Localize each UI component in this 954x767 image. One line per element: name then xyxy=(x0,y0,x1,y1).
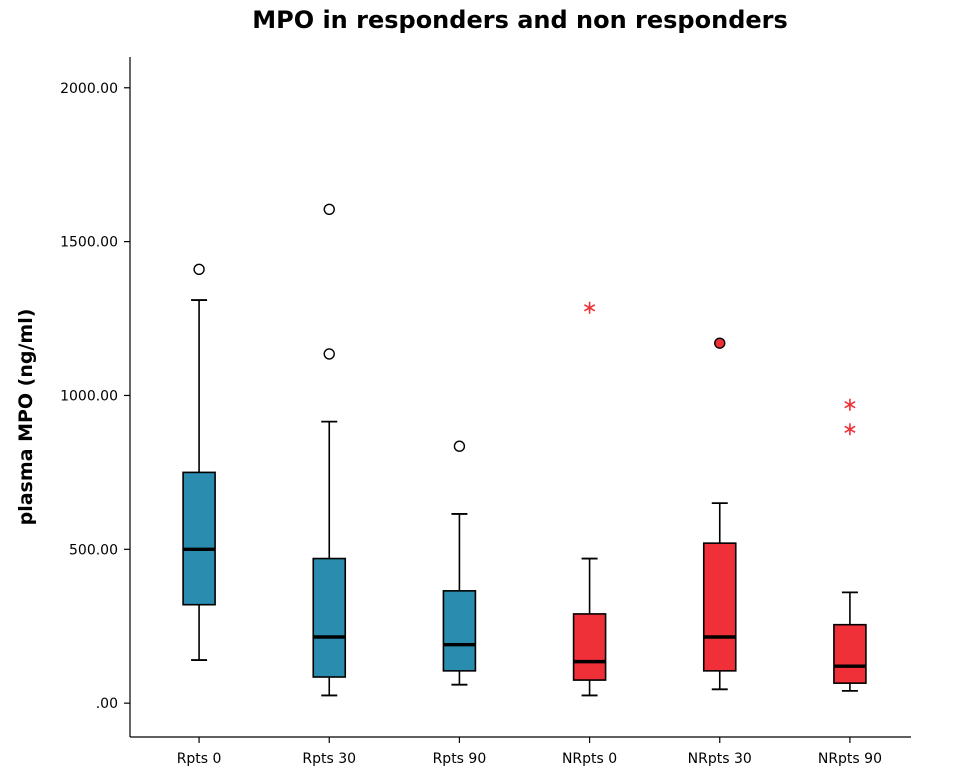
y-tick-label: .00 xyxy=(96,696,118,712)
x-tick-label: NRpts 0 xyxy=(562,751,617,767)
outlier-marker xyxy=(323,203,335,216)
outlier-marker xyxy=(714,337,726,349)
y-tick-label: 1500.00 xyxy=(60,235,118,251)
x-tick-label: NRpts 90 xyxy=(818,751,882,767)
box-iqr xyxy=(833,623,867,684)
extreme-outlier-star xyxy=(844,398,856,411)
y-tick-label: 500.00 xyxy=(69,542,118,558)
chart-title: MPO in responders and non responders xyxy=(252,6,788,34)
y-tick-label: 2000.00 xyxy=(60,81,118,97)
extreme-outlier-star xyxy=(844,423,856,436)
box-iqr xyxy=(702,542,737,672)
box-iqr xyxy=(312,557,347,678)
outlier-marker xyxy=(193,263,205,276)
x-tick-label: Rpts 90 xyxy=(433,751,487,767)
box-iqr xyxy=(572,613,607,681)
box-iqr xyxy=(442,590,477,672)
outlier-marker xyxy=(323,348,335,360)
y-tick-label: 1000.00 xyxy=(60,388,118,404)
x-tick-label: Rpts 30 xyxy=(302,751,356,767)
x-tick-label: NRpts 30 xyxy=(688,751,752,767)
extreme-outlier-star xyxy=(583,301,596,314)
y-axis-title: plasma MPO (ng/ml) xyxy=(15,309,37,526)
box-iqr xyxy=(182,471,216,606)
x-tick-label: Rpts 0 xyxy=(177,751,222,767)
outlier-marker xyxy=(453,440,466,452)
